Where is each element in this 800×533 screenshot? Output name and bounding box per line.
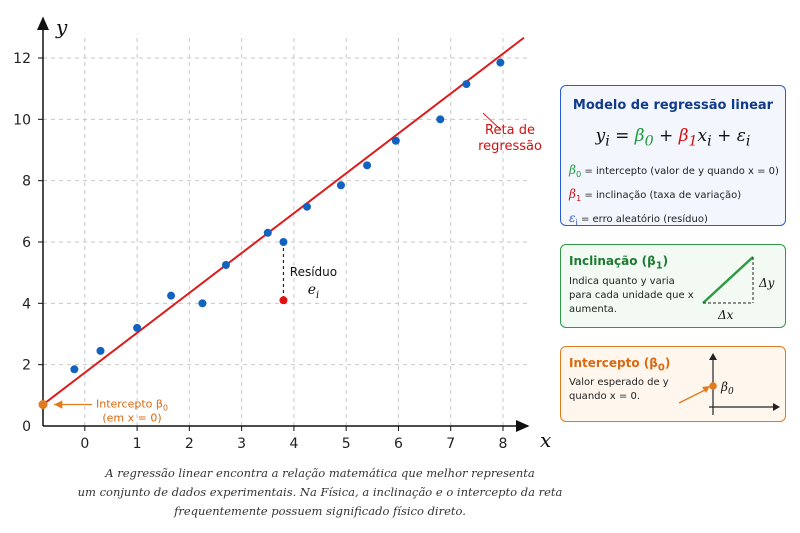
intercept-box: Intercepto (β0) Valor esperado de y quan… — [560, 346, 786, 422]
line-label-pointer — [482, 112, 502, 131]
data-point — [198, 299, 207, 308]
data-point — [336, 181, 345, 190]
x-tick-label: 6 — [394, 436, 403, 452]
residual-observed-point — [279, 238, 288, 246]
y-tick-label: 12 — [13, 51, 31, 67]
data-point — [167, 291, 176, 300]
x-tick-label: 8 — [499, 436, 508, 452]
x-tick-label: 3 — [237, 436, 246, 452]
residual-label: Resíduo — [290, 265, 337, 279]
def-beta1: β1 = inclinação (taxa de variação) — [569, 187, 742, 203]
x-tick-label: 0 — [80, 436, 89, 452]
data-point — [221, 261, 230, 269]
data-point — [263, 228, 272, 237]
slope-box: Inclinação (β1) Indica quanto y varia pa… — [560, 244, 786, 328]
caption-line-3: frequentemente possuem significado físic… — [174, 504, 466, 518]
y-tick-label: 4 — [22, 296, 31, 312]
y-tick-label: 10 — [13, 112, 31, 128]
caption-line-1: A regressão linear encontra a relação ma… — [105, 466, 535, 480]
data-point — [133, 323, 142, 332]
x-tick-label: 4 — [289, 436, 298, 452]
slope-triangle-icon: Δy Δx — [702, 256, 775, 322]
intercept-label: Intercepto β0 — [96, 398, 168, 413]
x-tick-label: 1 — [133, 436, 142, 452]
x-tick-label: 2 — [185, 436, 194, 452]
data-point — [391, 136, 400, 145]
grid — [43, 33, 530, 426]
intercept-text: Valor esperado de y quando x = 0. — [569, 377, 669, 402]
data-point — [70, 365, 79, 374]
regression-line-label: Reta de — [485, 123, 535, 138]
model-box: Modelo de regressão linear yi = β0 + β1x… — [560, 85, 786, 227]
data-point — [302, 202, 311, 211]
data-point — [436, 115, 445, 124]
annotations: Resíduo ei Intercepto β0(em x = 0) — [38, 238, 337, 425]
definitions-list: β0 = intercepto (valor de y quando x = 0… — [569, 160, 779, 232]
intercept-axes-icon: β0 — [678, 353, 780, 415]
residual-symbol: ei — [308, 282, 320, 301]
data-point — [496, 58, 505, 67]
regression-formula: yi = β0 + β1xi + εi — [595, 126, 751, 150]
intercept-icon-label: β0 — [720, 380, 734, 397]
intercept-point — [38, 400, 48, 410]
residual-predicted-point — [279, 296, 288, 305]
data-point — [96, 346, 105, 355]
def-epsilon: εi = erro aleatório (resíduo) — [569, 211, 708, 227]
def-beta0: β0 = intercepto (valor de y quando x = 0… — [569, 163, 779, 179]
y-tick-label: 6 — [22, 235, 31, 251]
x-tick-label: 7 — [446, 436, 455, 452]
axes: xy — [37, 15, 551, 452]
slope-title: Inclinação (β1) — [569, 254, 669, 272]
caption: A regressão linear encontra a relação ma… — [60, 464, 580, 521]
x-tick-label: 5 — [342, 436, 351, 452]
dy-label: Δy — [758, 276, 775, 290]
slope-text: Indica quanto y varia para cada unidade … — [569, 276, 694, 315]
regression-line — [42, 36, 525, 406]
intercept-title: Intercepto (β0) — [569, 356, 671, 374]
caption-line-2: um conjunto de dados experimentais. Na F… — [77, 485, 563, 499]
y-tick-label: 0 — [22, 419, 31, 435]
x-axis-label: x — [540, 428, 551, 452]
regression-line-label: regressão — [478, 139, 542, 154]
data-points — [70, 58, 505, 374]
data-point — [462, 80, 471, 89]
data-point — [363, 161, 372, 170]
y-axis-label: y — [55, 15, 68, 39]
model-title: Modelo de regressão linear — [572, 98, 774, 113]
y-tick-label: 2 — [22, 358, 31, 374]
intercept-note: (em x = 0) — [102, 412, 161, 425]
dx-label: Δx — [717, 308, 734, 322]
y-tick-label: 8 — [22, 174, 31, 190]
